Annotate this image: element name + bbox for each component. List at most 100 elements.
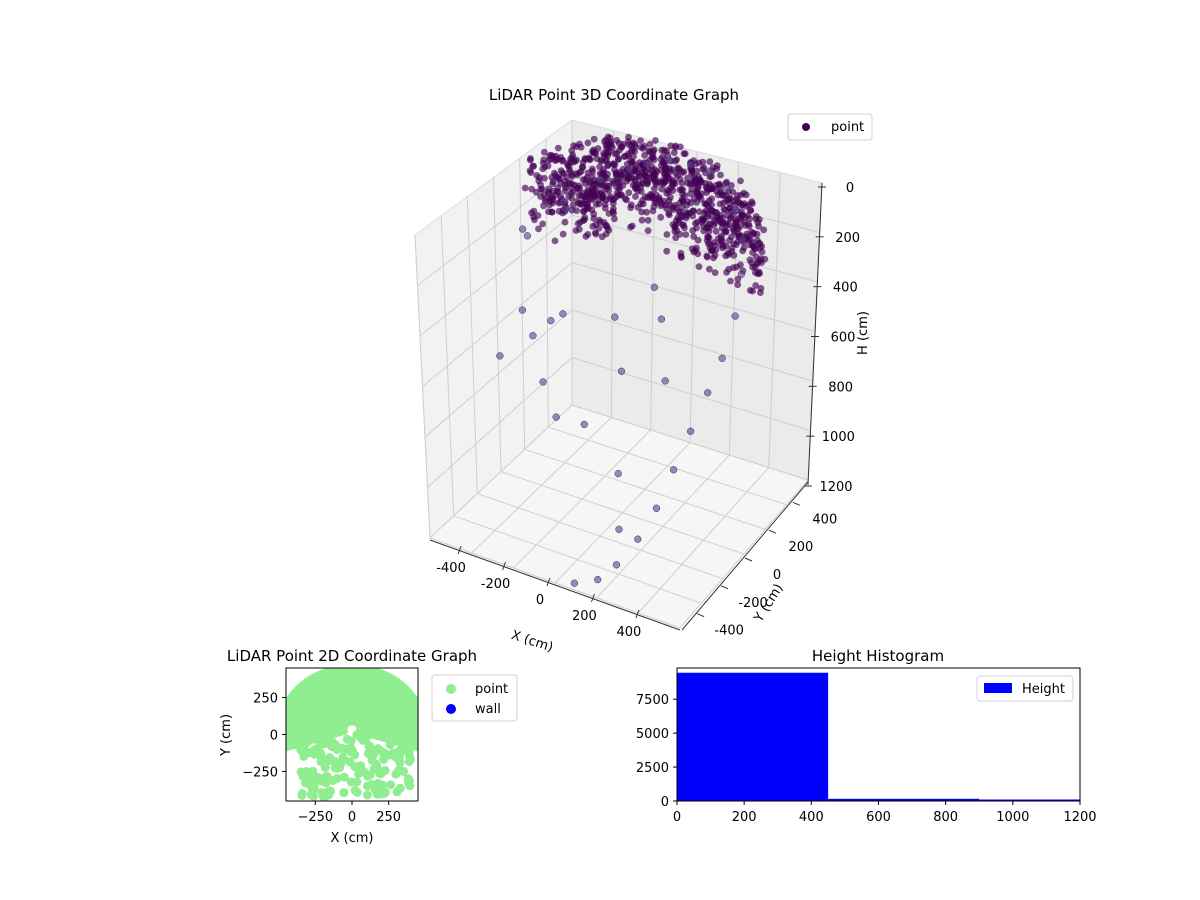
- point-mark: [663, 231, 671, 238]
- point-mark: [671, 201, 679, 209]
- x-tick-label-histogram: 800: [933, 810, 958, 825]
- point-mark: [652, 178, 659, 186]
- point-mark: [710, 254, 717, 262]
- point-mark: [663, 247, 671, 255]
- point-mark: [646, 140, 654, 148]
- point-mark: [649, 192, 656, 200]
- y-tick-mark: [744, 557, 753, 562]
- point-mark: [339, 788, 349, 798]
- point-mark: [650, 185, 658, 193]
- point-mark: [727, 277, 734, 285]
- point-mark: [518, 225, 527, 233]
- point-mark: [385, 740, 395, 750]
- point-mark: [559, 230, 567, 238]
- point-mark: [718, 354, 726, 362]
- grid-line-back-pane-h: [571, 357, 811, 431]
- point-mark: [722, 252, 730, 260]
- point-mark: [667, 193, 674, 201]
- point-mark: [567, 184, 575, 192]
- x-tick-mark: [635, 609, 640, 619]
- point-mark: [539, 378, 547, 386]
- grid-line-left-pane-h: [419, 214, 573, 337]
- point-mark: [737, 270, 746, 278]
- point-mark: [658, 200, 666, 208]
- point-mark: [712, 227, 720, 235]
- point-mark: [561, 218, 569, 226]
- histogram-title: Height Histogram: [812, 647, 944, 665]
- point-mark: [612, 561, 621, 569]
- point-mark: [713, 165, 721, 173]
- legend-marker-point-2d: [446, 684, 456, 694]
- point-mark: [643, 208, 650, 216]
- point-mark: [496, 352, 504, 360]
- histogram-bars: [677, 672, 1080, 801]
- x-tick-mark: [457, 545, 462, 555]
- x-tick-label: -400: [436, 561, 466, 576]
- point-mark: [658, 185, 666, 193]
- point-mark: [547, 151, 555, 159]
- point-mark: [404, 757, 414, 766]
- grid-3d: [414, 120, 823, 629]
- point-mark: [363, 781, 373, 791]
- point-mark: [653, 199, 660, 207]
- x-tick-mark: [546, 577, 551, 587]
- point-mark: [417, 727, 418, 730]
- point-mark: [623, 177, 631, 185]
- point-mark: [697, 195, 705, 203]
- point-mark: [709, 247, 717, 254]
- chart-2d: LiDAR Point 2D Coordinate Graph −250 0 250…: [219, 647, 518, 846]
- point-mark: [716, 188, 724, 196]
- point-mark: [529, 162, 537, 170]
- point-mark: [570, 579, 579, 587]
- point-mark: [589, 223, 597, 230]
- point-mark: [689, 212, 696, 220]
- x-axis-label-3d: X (cm): [509, 628, 555, 656]
- point-mark: [302, 738, 312, 748]
- point-cloud-dense: [521, 133, 769, 296]
- point-mark: [638, 216, 646, 224]
- point-mark: [354, 769, 363, 779]
- point-mark: [552, 413, 560, 421]
- legend-label-point-2d: point: [475, 682, 508, 697]
- point-mark: [607, 140, 614, 148]
- point-mark: [286, 742, 290, 752]
- point-mark: [697, 177, 704, 184]
- point-mark: [573, 207, 580, 215]
- point-mark: [302, 773, 312, 783]
- point-mark: [746, 256, 754, 264]
- point-mark: [625, 189, 633, 197]
- point-mark: [730, 197, 738, 205]
- y-tick-label-histogram: 0: [661, 795, 669, 810]
- point-mark: [638, 208, 646, 216]
- point-mark: [733, 192, 741, 199]
- point-mark: [704, 389, 712, 397]
- point-mark: [596, 163, 603, 171]
- point-mark: [686, 427, 695, 435]
- point-mark: [732, 223, 740, 230]
- point-mark: [405, 736, 415, 746]
- point-mark: [672, 234, 680, 242]
- point-mark: [580, 420, 588, 429]
- point-mark: [634, 204, 642, 211]
- legend-label-point-3d: point: [831, 120, 864, 135]
- point-mark: [690, 233, 698, 240]
- legend-label-height: Height: [1022, 682, 1065, 697]
- point-mark: [738, 236, 746, 244]
- point-mark: [667, 142, 675, 150]
- point-mark: [557, 179, 564, 187]
- point-mark: [681, 150, 689, 158]
- point-mark: [740, 244, 748, 252]
- point-mark: [734, 281, 742, 289]
- point-mark: [669, 466, 678, 474]
- point-mark: [758, 243, 766, 250]
- point-mark: [752, 269, 759, 276]
- point-mark: [380, 749, 390, 758]
- point-mark: [545, 185, 553, 193]
- point-mark: [760, 226, 768, 234]
- point-mark: [695, 263, 703, 270]
- point-mark: [547, 316, 555, 325]
- point-mark: [706, 265, 713, 273]
- point-mark: [531, 216, 538, 224]
- point-mark: [745, 220, 752, 228]
- point-mark: [584, 139, 592, 147]
